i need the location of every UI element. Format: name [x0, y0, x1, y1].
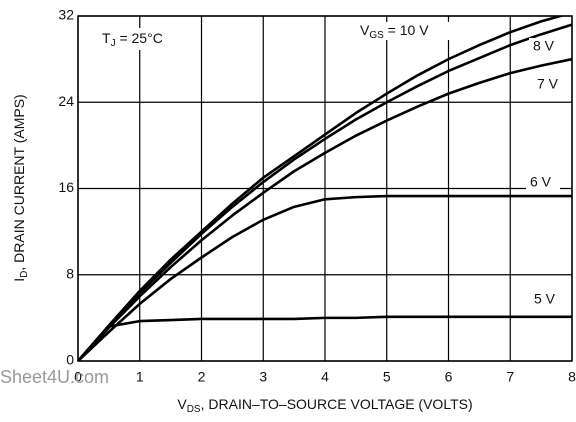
y-tick-label: 8	[66, 265, 74, 281]
series-line	[78, 315, 572, 361]
series-line	[78, 16, 566, 361]
annotation-bg	[96, 28, 188, 50]
annotation-main: T	[102, 30, 111, 46]
y-tick-label: 16	[58, 179, 74, 195]
legend-label-sub: GS	[369, 30, 384, 41]
x-tick-label: 2	[198, 369, 206, 385]
x-axis-title-main: V	[177, 396, 187, 412]
x-axis-title: VDS, DRAIN–TO–SOURCE VOLTAGE (VOLTS)	[177, 396, 472, 415]
y-tick-label: 24	[58, 93, 74, 109]
legend-label: VGS = 10 V	[360, 22, 429, 41]
y-axis-title-sub: D	[19, 271, 30, 278]
x-tick-label: 0	[74, 369, 82, 385]
x-axis-title-sub: DS	[187, 404, 201, 415]
legend-label: 8 V	[533, 38, 555, 54]
x-tick-label: 3	[259, 369, 267, 385]
watermark: Sheet4U.com	[0, 367, 109, 387]
x-tick-label: 4	[321, 369, 329, 385]
x-tick-label: 7	[506, 369, 514, 385]
label-bg	[526, 174, 560, 192]
y-axis-title: ID, DRAIN CURRENT (AMPS)	[11, 94, 30, 281]
legend-label-main: V	[360, 22, 370, 38]
label-bg	[533, 76, 567, 94]
y-tick-label: 0	[66, 352, 74, 368]
series-line	[78, 194, 572, 361]
annotation: TJ = 25°C	[102, 30, 163, 49]
label-bg	[530, 291, 564, 309]
x-tick-label: 1	[136, 369, 144, 385]
y-axis-title-rest: , DRAIN CURRENT (AMPS)	[11, 94, 27, 270]
series-line	[78, 57, 572, 361]
x-axis-title-rest: , DRAIN–TO–SOURCE VOLTAGE (VOLTS)	[201, 396, 473, 412]
x-tick-label: 6	[445, 369, 453, 385]
legend-label: 7 V	[537, 76, 559, 92]
label-bg	[529, 38, 563, 56]
y-axis-title-main: I	[11, 278, 27, 282]
legend-label: 6 V	[530, 174, 552, 190]
legend-label: 5 V	[534, 291, 556, 307]
annotation-rest: = 25°C	[116, 30, 163, 46]
legend-label-rest: = 10 V	[384, 22, 429, 38]
series-line	[78, 23, 572, 361]
label-bg	[356, 22, 468, 40]
x-tick-label: 8	[568, 369, 576, 385]
x-tick-label: 5	[383, 369, 391, 385]
annotation-sub: J	[111, 38, 116, 49]
y-tick-label: 32	[58, 7, 74, 23]
